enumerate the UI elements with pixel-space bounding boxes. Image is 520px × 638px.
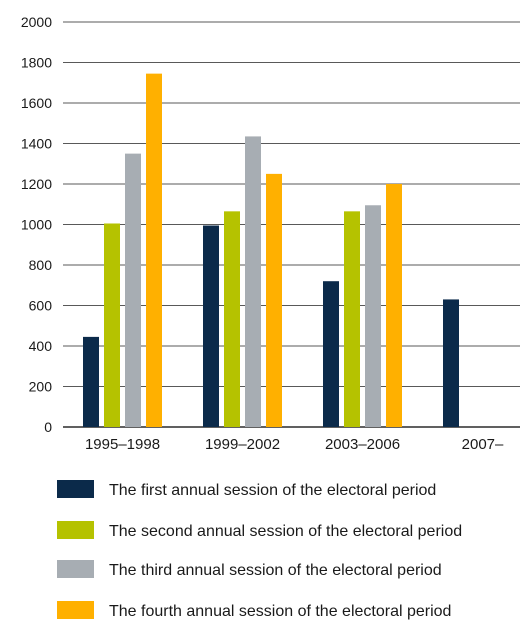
x-tick-label: 2007–	[462, 436, 504, 453]
legend-label-3: The third annual session of the electora…	[109, 562, 442, 579]
x-tick-label: 1995–1998	[85, 436, 160, 453]
legend-label-4: The fourth annual session of the elector…	[109, 603, 451, 620]
legend-swatch-3	[57, 560, 94, 578]
bar-series-2-2	[224, 211, 240, 427]
bar-series-3-2	[245, 136, 261, 427]
y-tick-label: 800	[29, 257, 53, 273]
bar-series-2-1	[104, 223, 120, 427]
bars	[83, 73, 459, 427]
bar-series-3-3	[365, 205, 381, 427]
bar-series-1-2	[203, 225, 219, 427]
y-tick-label: 600	[29, 298, 53, 314]
y-tick-label: 2000	[21, 14, 52, 30]
y-tick-label: 400	[29, 338, 53, 354]
y-tick-label: 1000	[21, 217, 52, 233]
x-tick-label: 1999–2002	[205, 436, 280, 453]
legend-swatch-2	[57, 521, 94, 539]
bar-series-3-1	[125, 153, 141, 427]
x-tick-label: 2003–2006	[325, 436, 400, 453]
bar-series-4-2	[266, 173, 282, 427]
y-tick-label: 1800	[21, 55, 52, 71]
y-tick-label: 1200	[21, 176, 52, 192]
y-tick-label: 1600	[21, 95, 52, 111]
bar-series-1-1	[83, 336, 99, 427]
legend-label-1: The first annual session of the electora…	[109, 482, 436, 499]
x-axis-tick-labels: 1995–1998 1999–2002 2003–2006 2007–	[85, 436, 504, 453]
bar-series-1-3	[323, 281, 339, 427]
legend: The first annual session of the electora…	[57, 480, 462, 620]
y-tick-label: 1400	[21, 136, 52, 152]
bar-series-1-4	[443, 299, 459, 427]
bar-series-4-3	[386, 184, 402, 427]
y-tick-label: 200	[29, 379, 53, 395]
legend-swatch-1	[57, 480, 94, 498]
legend-swatch-4	[57, 601, 94, 619]
y-axis-tick-labels: 0 200 400 600 800 1000 1200 1400 1600 1800 2000	[21, 14, 52, 435]
bar-series-4-1	[146, 73, 162, 427]
legend-label-2: The second annual session of the elector…	[109, 523, 462, 540]
bar-series-2-3	[344, 211, 360, 427]
y-tick-label: 0	[44, 419, 52, 435]
